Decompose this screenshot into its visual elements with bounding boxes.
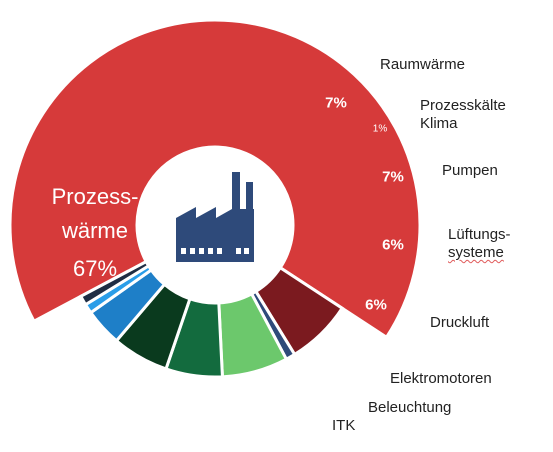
prozesskaelte-line1: Prozesskälte <box>420 97 506 114</box>
value-label-pumpen: 7% <box>382 168 404 186</box>
prozesskaelte-line2: Klima <box>420 115 458 132</box>
factory-icon <box>176 172 254 262</box>
prozesswaerme-value: 67% <box>72 256 118 281</box>
category-label-beleuchtung: Beleuchtung <box>368 399 452 416</box>
category-label-itk: ITK <box>332 417 356 434</box>
category-label-pumpen: Pumpen <box>442 162 498 179</box>
category-label-lueftung: Lüftungs- systeme <box>448 226 511 262</box>
value-label-elektromotoren: 4% <box>341 345 363 363</box>
category-label-prozesskaelte: Prozesskälte Klima <box>420 97 506 133</box>
prozesswaerme-line2: wärme <box>61 218 128 243</box>
value-label-prozesskaelte: 1% <box>372 123 388 135</box>
prozesswaerme-line1: Prozess- <box>51 184 139 209</box>
value-label-beleuchtung: 1% <box>329 366 345 378</box>
category-label-druckluft: Druckluft <box>430 314 490 331</box>
donut-slices <box>8 18 422 379</box>
value-label-lueftung: 6% <box>382 236 404 254</box>
slice-label-prozesswaerme: Prozess- wärme 67% <box>40 180 150 286</box>
category-label-raumwaerme: Raumwärme <box>380 56 466 73</box>
lueftung-line1: Lüftungs- <box>448 226 511 243</box>
category-label-elektromotoren: Elektromotoren <box>390 370 492 387</box>
value-label-raumwaerme: 7% <box>325 94 347 112</box>
value-label-druckluft: 6% <box>365 296 387 314</box>
value-label-itk: 1% <box>317 379 333 391</box>
lueftung-line2: systeme <box>448 244 504 261</box>
